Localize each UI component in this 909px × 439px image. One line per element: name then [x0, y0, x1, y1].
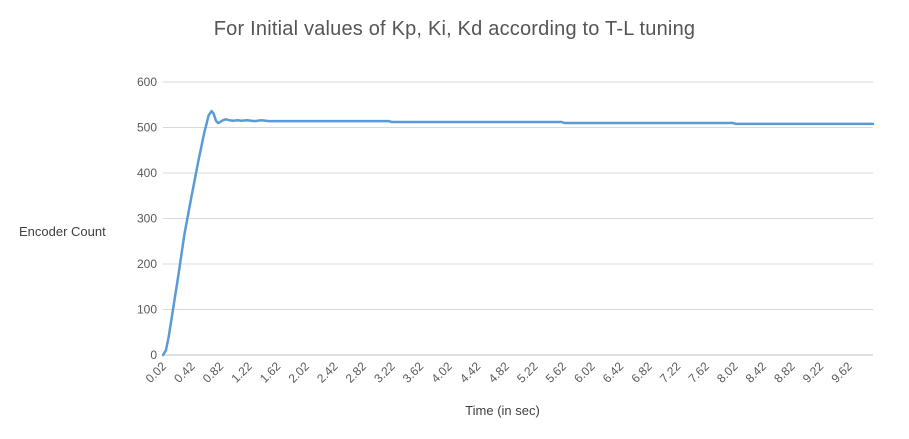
x-tick-label: 0.82 [200, 359, 227, 386]
y-tick-label: 300 [137, 212, 157, 226]
gridlines [163, 81, 873, 356]
chart-title: For Initial values of Kp, Ki, Kd accordi… [213, 18, 696, 40]
x-tick-label: 8.02 [714, 359, 741, 386]
x-tick-label: 3.62 [400, 359, 427, 386]
x-tick-label: 0.02 [143, 359, 170, 386]
y-axis-label: Encoder Count [19, 224, 106, 239]
x-tick-label: 1.62 [257, 359, 284, 386]
y-tick-label: 100 [137, 303, 157, 317]
y-tick-label: 200 [137, 257, 157, 271]
x-tick-label: 8.42 [743, 359, 770, 386]
y-tick-label: 600 [137, 75, 157, 89]
x-tick-label: 0.42 [171, 359, 198, 386]
x-tick-label: 2.82 [343, 359, 370, 386]
x-tick-label: 7.62 [686, 359, 713, 386]
x-tick-label: 3.22 [371, 359, 398, 386]
y-tick-label: 500 [137, 121, 157, 135]
x-tick-label: 9.62 [828, 359, 855, 386]
x-tick-label: 6.82 [628, 359, 655, 386]
x-tick-label: 6.02 [571, 359, 598, 386]
x-tick-label: 8.82 [771, 359, 798, 386]
x-tick-label: 2.02 [286, 359, 313, 386]
x-axis-label: Time (in sec) [465, 403, 540, 418]
x-tick-label: 7.22 [657, 359, 684, 386]
x-axis-ticks: 0.02 0.42 0.82 1.22 1.62 2.02 2.42 2.82 3.22 3.62… [143, 359, 855, 386]
x-tick-label: 5.62 [543, 359, 570, 386]
x-tick-label: 4.42 [457, 359, 484, 386]
y-tick-label: 400 [137, 166, 157, 180]
x-tick-label: 5.22 [514, 359, 541, 386]
y-axis-ticks: 0 100 200 300 400 500 600 [137, 75, 157, 362]
x-tick-label: 2.42 [314, 359, 341, 386]
x-tick-label: 4.82 [486, 359, 513, 386]
x-tick-label: 6.42 [600, 359, 627, 386]
x-tick-label: 9.22 [800, 359, 827, 386]
x-tick-label: 4.02 [428, 359, 455, 386]
x-tick-label: 1.22 [228, 359, 255, 386]
series-group [161, 109, 875, 357]
y-tick-label: 0 [150, 348, 157, 362]
series-line [161, 109, 875, 357]
